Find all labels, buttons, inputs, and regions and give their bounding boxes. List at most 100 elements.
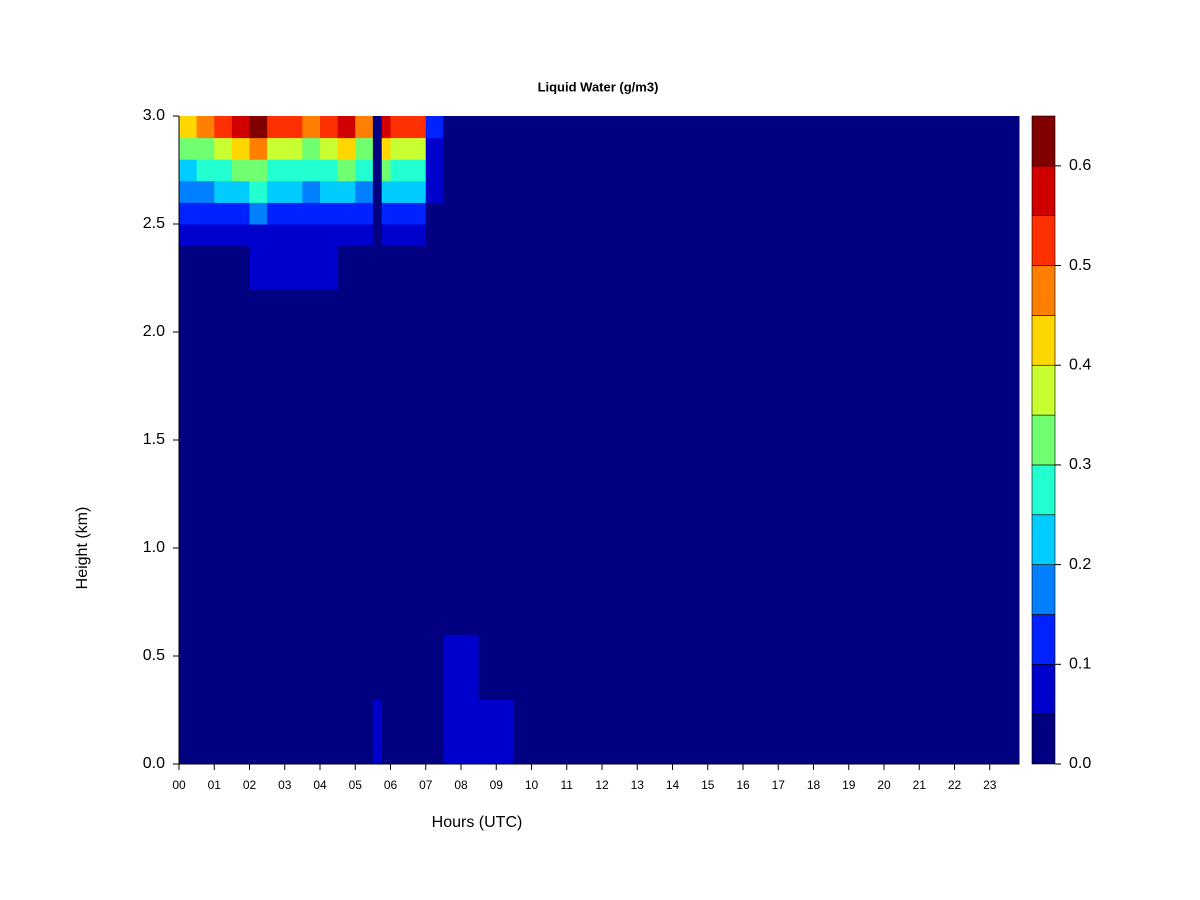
colorbar-tick-label: 0.6 [1069,157,1091,174]
contour-cell [319,634,339,700]
contour-cell [179,634,198,700]
contour-cell [513,180,1020,203]
contour-cell [302,699,321,765]
contour-cell [231,288,250,333]
contour-cell [496,159,515,182]
contour-cell [425,245,444,290]
contour-cell [355,180,374,203]
x-tick-label: 13 [631,778,645,792]
contour-cell [302,245,321,290]
contour-cell [249,245,268,290]
contour-cell [214,116,233,139]
x-tick-label: 03 [278,778,292,792]
colorbar-bin [1031,514,1056,565]
contour-cell [478,180,497,203]
contour-cell [196,288,215,333]
contour-cell [249,137,268,160]
contour-cell [214,699,233,765]
colorbar-tick-label: 0.2 [1069,556,1091,573]
contour-cell [284,159,303,182]
contour-cell [496,332,515,635]
colorbar-tick-label: 0.1 [1069,656,1091,673]
x-tick-label: 04 [313,778,327,792]
x-tick-label: 06 [384,778,398,792]
x-tick-label: 12 [595,778,609,792]
contour-cell [390,202,409,225]
contour-cell [408,245,427,290]
contour-cell [337,202,356,225]
contour-cell [478,159,497,182]
contour-cell [390,137,409,160]
contour-cell [214,180,233,203]
contour-cell [214,332,233,635]
x-tick-label: 19 [842,778,856,792]
contour-cell [337,699,356,765]
contour-cell [196,202,215,225]
contour-cell [302,159,321,182]
contour-cell [381,180,391,203]
contour-cell [231,180,250,203]
contour-cell [179,332,198,635]
contour-cell [249,159,268,182]
contour-cell [478,332,497,635]
contour-cell [425,634,444,700]
y-tick-label: 0.0 [143,755,165,772]
contour-cell [231,137,250,160]
contour-cell [319,699,339,765]
contour-cell [214,159,233,182]
y-tick-label: 1.0 [143,539,165,556]
contour-cell [302,116,321,139]
contour-cell [284,180,303,203]
contour-cell [267,699,286,765]
contour-cell [425,116,444,139]
colorbar-bin [1031,614,1056,665]
contour-cell [179,137,198,160]
colorbar-bin [1031,215,1056,266]
contour-cell [478,634,497,700]
contour-cell [337,634,356,700]
contour-cell [267,116,286,139]
contour-cell [355,159,374,182]
contour-cell [319,116,339,139]
contour-cell [496,137,515,160]
contour-cell [381,288,391,333]
contour-cell [443,332,462,635]
contour-cell [381,634,391,700]
contour-cell [513,116,1020,139]
contour-cell [478,224,497,247]
contour-cell [231,245,250,290]
contour-cell [460,699,480,765]
contour-cell [284,245,303,290]
contour-cell [319,159,339,182]
contour-cell [319,288,339,333]
contour-cell [179,224,198,247]
contour-cell [408,699,427,765]
contour-cell [513,202,1020,225]
contour-cell [231,332,250,635]
contour-cell [513,634,1020,700]
contour-cell [319,224,339,247]
contour-cell [196,180,215,203]
contour-cell [249,116,268,139]
contour-cell [443,245,462,290]
contour-cell [443,288,462,333]
colorbar-bin [1031,664,1056,715]
contour-cell [196,159,215,182]
contour-cell [478,288,497,333]
contour-cell [231,202,250,225]
contour-cell [196,699,215,765]
contour-cell [355,116,374,139]
contour-cell [478,202,497,225]
x-tick-label: 21 [913,778,927,792]
contour-cell [355,224,374,247]
x-tick-label: 23 [983,778,997,792]
x-tick-label: 08 [454,778,468,792]
y-tick-label: 0.5 [143,647,165,664]
contour-cell [284,137,303,160]
x-tick-label: 16 [736,778,750,792]
contour-cell [302,634,321,700]
y-tick-label: 1.5 [143,431,165,448]
contour-cell [302,180,321,203]
contour-cell [319,245,339,290]
contour-cell [249,288,268,333]
